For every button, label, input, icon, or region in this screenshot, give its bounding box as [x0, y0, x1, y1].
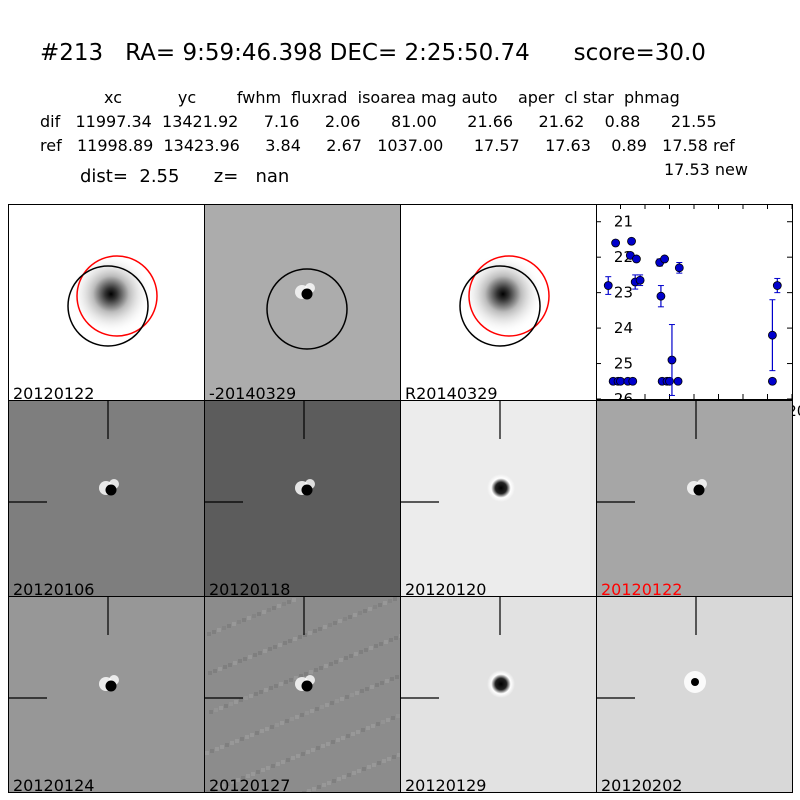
dark-lobe [301, 288, 313, 300]
data-point [656, 291, 666, 301]
data-point [667, 355, 677, 365]
dist-line: dist= 2.55 z= nan [80, 166, 290, 187]
y-tick-label: 23 [614, 284, 633, 302]
point-source [691, 678, 699, 686]
stamp-image [205, 401, 315, 503]
stamp-panel-5: 20120118 [204, 400, 401, 597]
stamp-label: -20140329 [209, 384, 297, 401]
stamp-panel-11: 20120202 [596, 596, 793, 793]
y-tick-label: 25 [614, 355, 633, 373]
stamp-label: 20120124 [13, 776, 95, 793]
page-title: #213 RA= 9:59:46.398 DEC= 2:25:50.74 sco… [40, 40, 706, 66]
aperture-red-circle [76, 255, 158, 337]
stamp-label: 20120106 [13, 580, 95, 597]
data-point [616, 376, 625, 386]
dark-lobe [301, 484, 313, 496]
stamp-panel-4: 20120106 [8, 400, 205, 597]
dark-lobe [105, 680, 117, 692]
stamp-label: 20120120 [405, 580, 487, 597]
point-source [487, 474, 515, 502]
dark-lobe [301, 680, 313, 692]
dark-lobe [693, 484, 705, 496]
stamp-panel-7: 20120122 [596, 400, 793, 597]
stamp-image [266, 268, 348, 350]
new-mag-note: 17.53 new [664, 160, 748, 179]
stamp-label: R20140329 [405, 384, 498, 401]
y-tick-label: 21 [614, 213, 633, 231]
table-header: xc yc fwhm fluxrad isoarea mag auto aper… [104, 88, 680, 107]
stamp-image [205, 597, 400, 792]
y-tick-label: 24 [614, 319, 633, 337]
stamp-image [459, 254, 550, 347]
stamp-label: 20120202 [601, 776, 683, 793]
data-point [767, 376, 777, 386]
stamp-label: 20120129 [405, 776, 487, 793]
dark-lobe [105, 484, 117, 496]
aperture-circle [266, 268, 348, 350]
data-point [603, 281, 613, 290]
stamp-panel-8: 20120124 [8, 596, 205, 793]
dif-row: dif 11997.34 13421.92 7.16 2.06 81.00 21… [40, 112, 717, 131]
stamp-image [401, 401, 515, 503]
aperture-black-circle [459, 265, 541, 347]
data-point [611, 238, 621, 248]
stamp-label-highlight: 20120122 [601, 580, 683, 597]
stamp-panel-1: 20120122 [8, 204, 205, 401]
stamp-image [597, 401, 707, 503]
stamp-panel-10: 20120129 [400, 596, 597, 793]
data-point [660, 254, 669, 264]
data-point [673, 376, 683, 386]
aperture-black-circle [67, 265, 149, 347]
stamp-panel-9: 20120127 [204, 596, 401, 793]
stamp-image [9, 401, 119, 503]
stamp-label: 20120127 [209, 776, 291, 793]
ref-row: ref 11998.89 13423.96 3.84 2.67 1037.00 … [40, 136, 735, 155]
data-point [767, 330, 777, 340]
stamp-label: 20120118 [209, 580, 291, 597]
data-point [674, 263, 684, 273]
plot-frame [596, 204, 793, 400]
data-point [628, 376, 638, 386]
stamp-panel-2: -20140329 [204, 204, 401, 401]
stamp-image [67, 254, 158, 347]
data-point [635, 275, 645, 285]
data-point [772, 281, 782, 290]
data-point [632, 254, 641, 264]
aperture-red-circle [468, 255, 550, 337]
stamp-panel-6: 20120120 [400, 400, 597, 597]
stamp-image [597, 597, 706, 699]
stamp-image [9, 597, 119, 699]
stamp-panel-3: R20140329 [400, 204, 597, 401]
point-source [487, 670, 515, 698]
stamp-label: 20120122 [13, 384, 95, 401]
stamp-image [401, 597, 515, 699]
data-point [627, 236, 636, 246]
